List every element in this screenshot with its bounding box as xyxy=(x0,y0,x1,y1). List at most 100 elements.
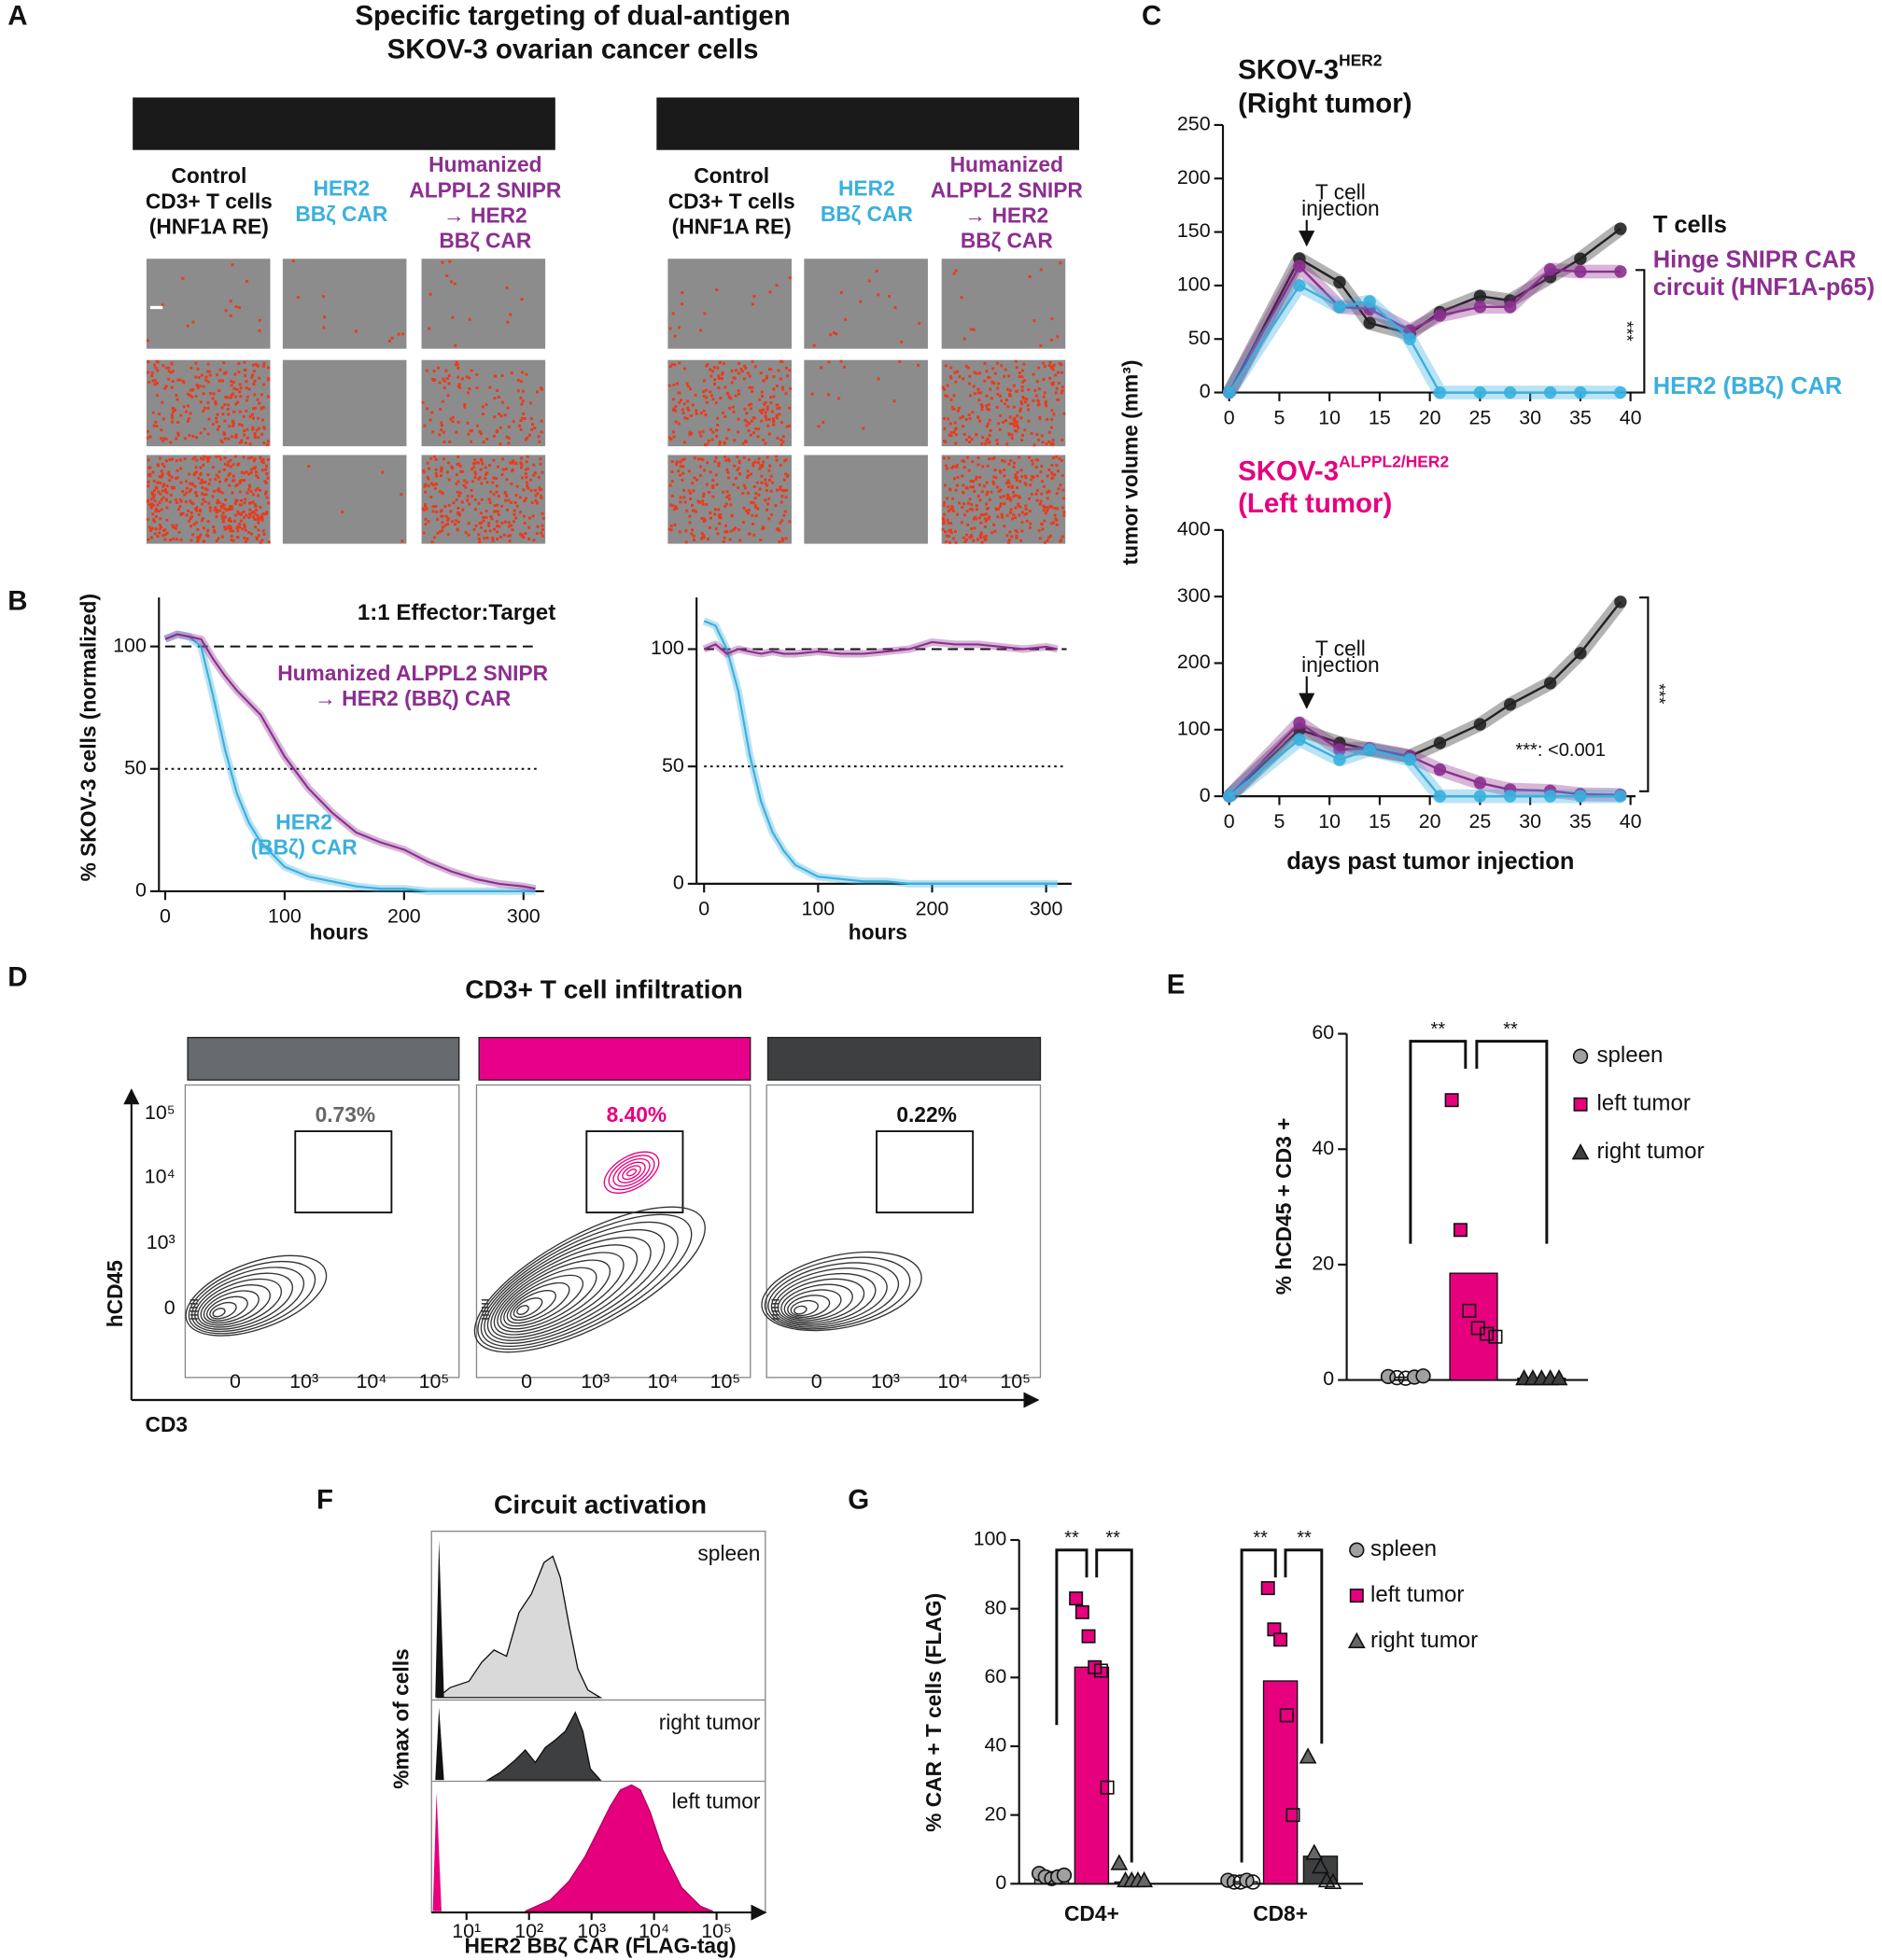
cell-dot xyxy=(195,458,199,462)
cell-dot xyxy=(762,525,765,529)
point xyxy=(1453,1223,1468,1238)
x-tick-label: 10³ xyxy=(871,1370,900,1393)
cell-dot xyxy=(456,420,460,424)
cell-dot xyxy=(1050,317,1054,321)
cell-dot xyxy=(1013,419,1017,423)
legend-label: spleen xyxy=(1596,1043,1663,1068)
cell-dot xyxy=(711,484,715,488)
cell-dot xyxy=(485,481,489,484)
cell-dot xyxy=(446,518,449,522)
cell-dot xyxy=(1051,381,1055,385)
cell-dot xyxy=(688,514,692,518)
tile-background xyxy=(421,359,546,447)
y-tick-label: 20 xyxy=(985,1802,1007,1825)
cell-dot xyxy=(160,428,163,432)
cell-dot xyxy=(723,441,726,444)
cell-dot xyxy=(686,406,690,410)
cell-dot xyxy=(1015,366,1018,370)
cell-dot xyxy=(508,534,512,538)
cell-dot xyxy=(1060,474,1064,478)
point xyxy=(1056,1867,1073,1883)
cell-dot xyxy=(175,524,178,527)
cell-dot xyxy=(251,373,255,377)
cell-dot xyxy=(711,486,715,489)
cell-dot xyxy=(446,517,450,521)
cell-dot xyxy=(1012,461,1016,465)
cell-dot xyxy=(474,524,478,527)
point xyxy=(1069,1591,1084,1606)
cell-dot xyxy=(147,380,151,384)
cell-dot xyxy=(709,368,712,371)
cell-dot xyxy=(162,439,165,442)
cell-dot xyxy=(753,365,757,369)
cell-dot xyxy=(261,458,265,462)
cell-dot xyxy=(717,386,721,389)
cell-dot xyxy=(1059,483,1062,487)
cell-dot xyxy=(231,491,234,495)
cell-dot xyxy=(242,510,246,513)
cell-dot xyxy=(726,457,730,461)
cell-dot xyxy=(812,343,816,347)
legend-label: spleen xyxy=(1370,1536,1437,1561)
cell-dot xyxy=(534,494,538,497)
cell-dot xyxy=(489,490,493,494)
cell-dot xyxy=(898,359,902,363)
cell-dot xyxy=(200,373,204,377)
cell-dot xyxy=(758,487,762,491)
cell-dot xyxy=(692,534,695,538)
cell-dot xyxy=(780,537,784,540)
cell-dot xyxy=(1052,413,1056,416)
cell-dot xyxy=(456,375,460,379)
contour xyxy=(767,1262,900,1328)
cell-dot xyxy=(973,392,976,396)
cell-dot xyxy=(540,386,542,390)
cell-dot xyxy=(1028,497,1031,500)
cell-dot xyxy=(243,501,246,505)
sample-label: right tumor xyxy=(659,1710,761,1734)
cell-dot xyxy=(253,379,257,383)
cell-dot xyxy=(722,490,725,494)
cell-dot xyxy=(164,385,168,388)
y-tick-label: 0 xyxy=(135,879,147,902)
cell-dot xyxy=(467,522,470,525)
cell-dot xyxy=(500,400,504,404)
point xyxy=(1389,1369,1405,1386)
cell-dot xyxy=(990,380,994,384)
cell-dot xyxy=(519,397,523,399)
cell-dot xyxy=(221,379,224,383)
x-tick-label: 10⁵ xyxy=(701,1920,732,1942)
cell-dot xyxy=(440,421,443,425)
cell-dot xyxy=(970,503,974,507)
cell-dot xyxy=(955,483,959,487)
cell-dot xyxy=(458,464,462,468)
cell-dot xyxy=(994,476,998,480)
cell-dot xyxy=(989,428,992,432)
cell-dot xyxy=(171,524,175,527)
cell-dot xyxy=(948,540,952,544)
cell-dot xyxy=(226,408,230,412)
cell-dot xyxy=(670,480,674,483)
cell-dot xyxy=(500,373,504,377)
y-tick-label: 0 xyxy=(673,872,684,894)
cell-dot xyxy=(444,514,448,518)
cell-dot xyxy=(770,410,774,413)
cell-dot xyxy=(249,501,253,505)
cell-dot xyxy=(156,535,160,539)
cell-dot xyxy=(999,505,1003,508)
cell-dot xyxy=(754,505,757,509)
contour xyxy=(194,1272,294,1330)
cell-dot xyxy=(960,296,963,300)
cell-dot xyxy=(492,476,496,480)
cell-dot xyxy=(430,540,434,544)
cell-dot xyxy=(772,420,776,424)
marker xyxy=(1543,677,1557,690)
cell-dot xyxy=(962,536,965,539)
cell-dot xyxy=(751,522,754,525)
cell-dot xyxy=(228,483,232,487)
cell-dot xyxy=(694,393,697,397)
cell-dot xyxy=(698,500,702,504)
cell-dot xyxy=(671,312,675,315)
cell-dot xyxy=(449,417,453,421)
cell-dot xyxy=(975,478,977,481)
cell-dot xyxy=(431,377,435,381)
